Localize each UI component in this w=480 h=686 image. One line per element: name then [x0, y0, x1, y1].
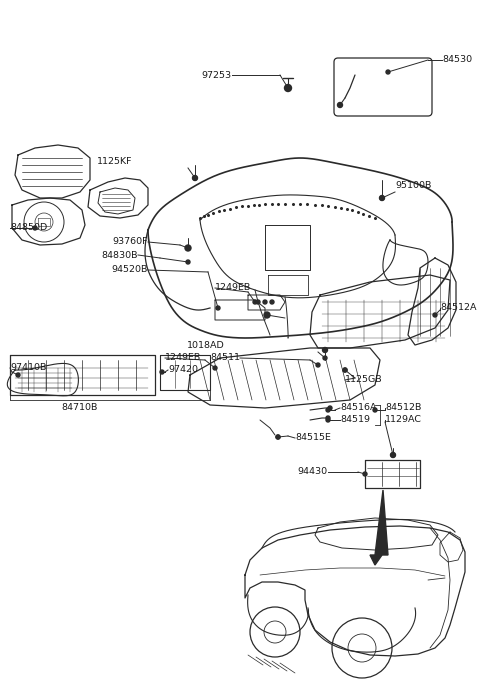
Text: 84530: 84530 — [442, 56, 472, 64]
Circle shape — [263, 300, 267, 304]
Polygon shape — [375, 490, 388, 555]
Circle shape — [433, 313, 437, 317]
Circle shape — [337, 102, 343, 108]
Circle shape — [380, 196, 384, 200]
Text: 84710B: 84710B — [62, 403, 98, 412]
Polygon shape — [370, 555, 382, 565]
Text: 84511: 84511 — [210, 353, 240, 362]
Circle shape — [16, 373, 20, 377]
Circle shape — [160, 370, 164, 374]
Text: 94520B: 94520B — [112, 265, 148, 274]
Text: 84519: 84519 — [340, 416, 370, 425]
Circle shape — [326, 408, 330, 412]
Text: 84512A: 84512A — [440, 303, 477, 313]
Text: 97253: 97253 — [202, 71, 232, 80]
Circle shape — [380, 196, 384, 200]
Circle shape — [323, 356, 327, 360]
Text: 1125GB: 1125GB — [345, 375, 383, 384]
Circle shape — [391, 453, 395, 457]
Text: 95100B: 95100B — [395, 180, 432, 189]
Text: 1018AD: 1018AD — [187, 340, 225, 349]
Text: 84516A: 84516A — [340, 403, 376, 412]
Circle shape — [343, 368, 347, 372]
Circle shape — [193, 176, 197, 180]
Circle shape — [285, 84, 291, 91]
Circle shape — [33, 226, 37, 230]
Text: 1129AC: 1129AC — [385, 416, 422, 425]
Text: 84850D: 84850D — [10, 224, 47, 233]
Circle shape — [186, 246, 190, 250]
Text: 1249EB: 1249EB — [215, 283, 251, 292]
Circle shape — [276, 435, 280, 439]
Circle shape — [192, 176, 197, 180]
Circle shape — [323, 348, 327, 353]
Text: 97410B: 97410B — [10, 364, 47, 372]
Circle shape — [363, 472, 367, 476]
Circle shape — [185, 245, 191, 251]
Circle shape — [256, 300, 260, 304]
Text: 93760F: 93760F — [112, 237, 148, 246]
Circle shape — [326, 416, 330, 420]
Text: 84512B: 84512B — [385, 403, 421, 412]
Circle shape — [316, 363, 320, 367]
Circle shape — [373, 408, 377, 412]
Text: 97420: 97420 — [168, 366, 198, 375]
Circle shape — [328, 406, 332, 410]
Text: 1249EB: 1249EB — [165, 353, 201, 362]
Text: 94430: 94430 — [298, 467, 328, 477]
Circle shape — [286, 86, 290, 90]
Text: 1125KF: 1125KF — [96, 158, 132, 167]
Circle shape — [213, 366, 217, 370]
Text: 84515E: 84515E — [295, 434, 331, 442]
Circle shape — [326, 418, 330, 422]
Circle shape — [253, 300, 257, 304]
Circle shape — [343, 368, 347, 372]
Circle shape — [270, 300, 274, 304]
Circle shape — [276, 435, 280, 439]
Circle shape — [386, 70, 390, 74]
Circle shape — [391, 453, 396, 458]
Circle shape — [186, 260, 190, 264]
Text: 84830B: 84830B — [101, 250, 138, 259]
Circle shape — [264, 312, 270, 318]
Circle shape — [216, 306, 220, 310]
